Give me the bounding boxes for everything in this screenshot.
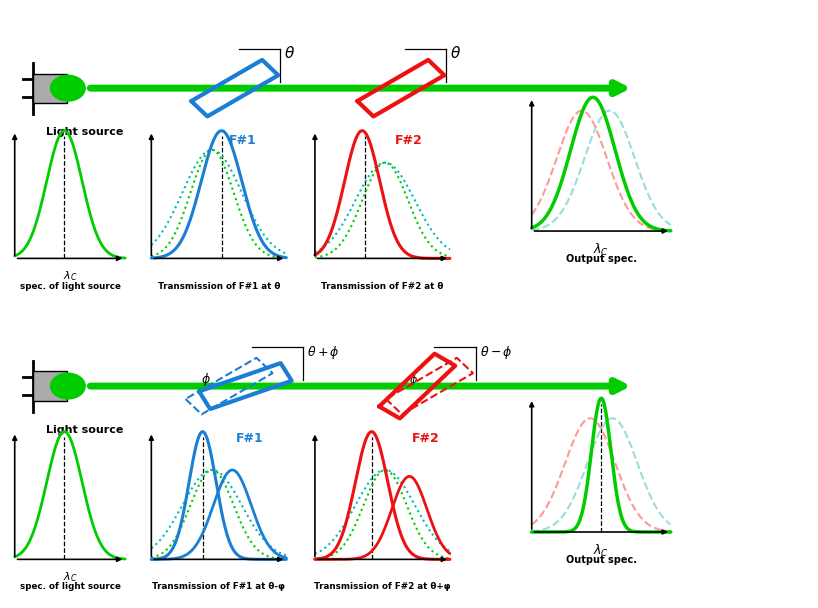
Circle shape [51,373,85,399]
Text: $\lambda_C$: $\lambda_C$ [63,269,77,283]
Text: $\theta$: $\theta$ [450,45,461,61]
Text: Transmission of F#2 at θ+φ: Transmission of F#2 at θ+φ [314,582,451,592]
Text: $\theta$: $\theta$ [284,45,295,61]
Text: $\phi$: $\phi$ [409,373,417,387]
Bar [33,74,67,103]
Text: Output spec.: Output spec. [566,254,636,264]
Text: Output spec.: Output spec. [566,555,636,565]
Text: Transmission of F#2 at θ: Transmission of F#2 at θ [321,282,443,291]
Text: $\theta-\phi$: $\theta-\phi$ [480,344,513,361]
Text: Transmission of F#1 at θ: Transmission of F#1 at θ [158,282,280,291]
Text: $\lambda_C$: $\lambda_C$ [593,242,609,258]
Text: Light source: Light source [46,127,123,137]
Text: F#2: F#2 [395,134,423,147]
Text: spec. of light source: spec. of light source [20,582,120,592]
Text: Transmission of F#1 at θ-φ: Transmission of F#1 at θ-φ [152,582,285,592]
Text: $\lambda_C$: $\lambda_C$ [593,543,609,559]
Text: $\theta+\phi$: $\theta+\phi$ [307,344,339,361]
Text: spec. of light source: spec. of light source [20,282,120,291]
Text: Light source: Light source [46,425,123,435]
Circle shape [51,75,85,101]
Text: $\lambda_C$: $\lambda_C$ [63,570,77,584]
Text: F#1: F#1 [236,432,263,444]
Text: F#1: F#1 [229,134,257,147]
Bar [33,371,67,401]
Text: F#2: F#2 [411,432,439,444]
Text: $\phi$: $\phi$ [201,371,211,389]
